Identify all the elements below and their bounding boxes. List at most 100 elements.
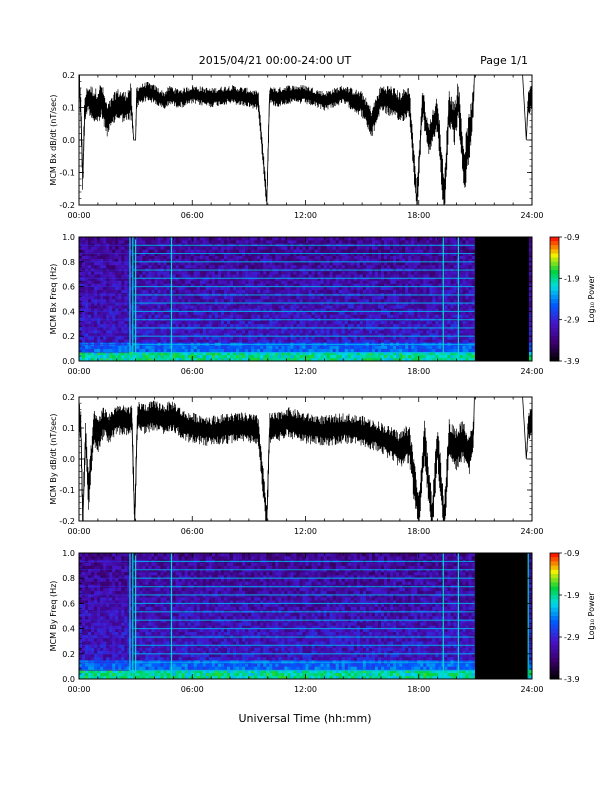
spectrogram-cell — [242, 295, 246, 300]
spectrogram-cell — [320, 299, 324, 303]
spectrogram-cell — [91, 311, 95, 315]
spectrogram-cell — [82, 317, 86, 321]
spectrogram-cell — [187, 283, 192, 287]
spectrogram-cell — [290, 330, 294, 334]
spectrogram-cell — [178, 252, 182, 256]
spectrogram-cell — [199, 249, 204, 253]
spectrogram-cell — [217, 246, 222, 250]
spectrogram-cell — [85, 336, 89, 340]
spectrogram-cell — [181, 345, 185, 349]
spectrogram-cell — [320, 286, 324, 290]
spectrogram-cell — [127, 237, 131, 241]
spectrogram-cell — [266, 246, 270, 250]
spectrogram-cell — [254, 280, 258, 284]
spectrogram-cell — [175, 249, 179, 253]
spectrogram-cell — [353, 237, 358, 241]
spectrogram-cell — [106, 264, 110, 269]
spectrogram-cell — [226, 299, 231, 303]
spectrogram-cell — [178, 351, 182, 356]
spectrogram-cell — [220, 348, 225, 352]
spectrogram-cell — [353, 240, 358, 244]
spectrogram-cell — [239, 295, 243, 300]
spectrogram-cell — [82, 333, 86, 337]
spectrogram-cell — [365, 277, 370, 281]
spectrogram-cell — [387, 255, 391, 259]
spectrogram-cell — [423, 274, 427, 278]
y-axis-title: MCM Bx dB/dt (nT/sec) — [49, 94, 58, 185]
spectrogram-cell — [124, 354, 128, 359]
spectrogram-cell — [314, 323, 318, 328]
spectrogram-cell — [374, 289, 379, 294]
spectrogram-cell — [94, 308, 98, 312]
spectrogram-cell — [438, 314, 442, 318]
spectrogram-cell — [79, 336, 83, 340]
spectrogram-cell — [396, 314, 400, 318]
spectrogram-cell — [97, 339, 101, 343]
spectrogram-cell — [139, 261, 143, 266]
spectrogram-cell — [157, 354, 161, 359]
spectrogram-cell — [100, 243, 104, 247]
spectrogram-cell — [356, 277, 361, 281]
spectrogram-cell — [193, 311, 198, 315]
spectrogram-cell — [166, 277, 170, 281]
spectrogram-cell — [94, 243, 98, 247]
spectrogram-cell — [426, 333, 430, 337]
spectrogram-cell — [387, 261, 391, 266]
spectrogram-cell — [387, 280, 391, 284]
spectrogram-cell — [293, 264, 297, 269]
spectrogram-cell — [420, 295, 424, 300]
spectrogram-cell — [396, 246, 400, 250]
spectrogram-cell — [88, 351, 92, 356]
spectrogram-cell — [365, 305, 370, 309]
spectrogram-cell — [251, 333, 255, 337]
spectrogram-cell — [377, 311, 382, 315]
spectrogram-cell — [269, 345, 273, 349]
spectrogram-cell — [390, 302, 394, 306]
spectrogram-cell — [251, 314, 255, 318]
spectrogram-cell — [272, 246, 276, 250]
spectrogram-cell — [157, 289, 161, 294]
spectrogram-cell — [390, 271, 394, 275]
spectrogram-cell — [302, 240, 306, 244]
spectrogram-cell — [402, 330, 406, 334]
spectrogram-cell — [377, 339, 382, 343]
spectrogram-cell — [130, 320, 134, 325]
spectrogram-cell — [426, 261, 430, 266]
spectrogram-cell — [287, 258, 291, 263]
spectrogram-cell — [311, 326, 315, 331]
spectrogram-cell — [208, 323, 213, 328]
spectrogram-cell — [381, 339, 385, 343]
spectrogram-cell — [85, 277, 89, 281]
spectrogram-cell — [187, 330, 192, 334]
spectrogram-cell — [248, 326, 252, 331]
spectrogram-cell — [91, 345, 95, 349]
spectrogram-cell — [112, 357, 116, 362]
spectrogram-cell — [329, 311, 333, 315]
spectrogram-cell — [145, 357, 149, 362]
spectrogram-cell — [438, 261, 442, 266]
spectrogram-cell — [284, 258, 288, 263]
spectrogram-cell — [332, 252, 336, 256]
spectrogram-cell — [100, 255, 104, 259]
spectrogram-cell — [284, 237, 288, 241]
spectrogram-cell — [275, 302, 279, 306]
spectrogram-cell — [338, 345, 343, 349]
spectrogram-cell — [332, 333, 336, 337]
spectrogram-cell — [94, 342, 98, 346]
spectrogram-cell — [281, 289, 285, 294]
spectrogram-cell — [426, 354, 430, 359]
spectrogram-cell — [220, 339, 225, 343]
spectrogram-cell — [154, 240, 158, 244]
spectrogram-cell — [223, 240, 228, 244]
spectrogram-cell — [187, 289, 192, 294]
spectrogram-cell — [82, 314, 86, 318]
spectrogram-cell — [429, 333, 433, 337]
spectrogram-cell — [148, 336, 152, 340]
spectrogram-cell — [94, 268, 98, 272]
spectrogram-cell — [88, 261, 92, 266]
spectrogram-cell — [217, 258, 222, 263]
spectrogram-cell — [88, 295, 92, 300]
spectrogram-cell — [145, 351, 149, 356]
spectrogram-cell — [329, 274, 333, 278]
spectrogram-cell — [175, 357, 179, 362]
